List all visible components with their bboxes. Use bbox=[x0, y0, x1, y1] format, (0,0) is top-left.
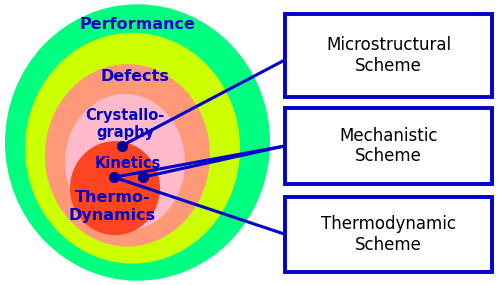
Text: Thermodynamic
Scheme: Thermodynamic Scheme bbox=[321, 215, 456, 254]
FancyBboxPatch shape bbox=[285, 108, 492, 184]
Text: Defects: Defects bbox=[100, 70, 170, 84]
Ellipse shape bbox=[5, 4, 270, 281]
Text: Mechanistic
Scheme: Mechanistic Scheme bbox=[340, 127, 438, 166]
Ellipse shape bbox=[25, 33, 240, 264]
Text: Performance: Performance bbox=[80, 17, 196, 32]
Text: Microstructural
Scheme: Microstructural Scheme bbox=[326, 36, 452, 75]
Ellipse shape bbox=[45, 64, 210, 247]
FancyBboxPatch shape bbox=[285, 197, 492, 272]
Text: Kinetics: Kinetics bbox=[94, 156, 160, 171]
Ellipse shape bbox=[70, 141, 160, 235]
Text: Crystallo-
graphy: Crystallo- graphy bbox=[86, 108, 164, 140]
Text: Thermo-
Dynamics: Thermo- Dynamics bbox=[69, 190, 156, 223]
Ellipse shape bbox=[65, 94, 185, 231]
FancyBboxPatch shape bbox=[285, 14, 492, 97]
